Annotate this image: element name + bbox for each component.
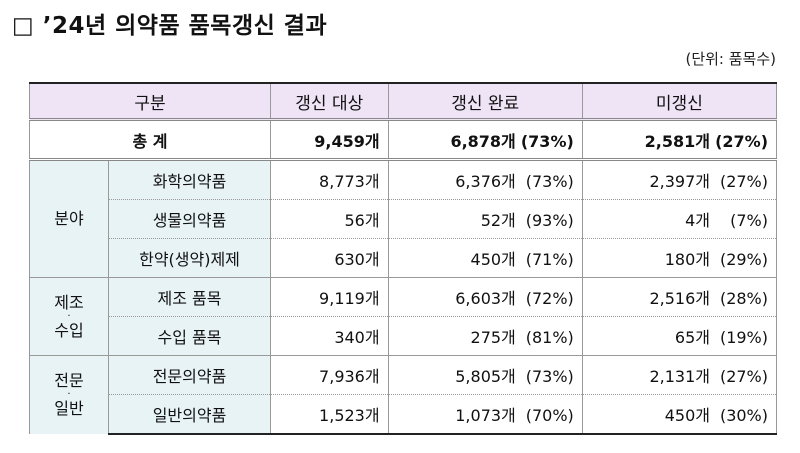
done-pct: (73%) — [525, 367, 574, 386]
not-pct: (29%) — [719, 250, 768, 269]
not-pct: (30%) — [719, 406, 768, 425]
table-row: 분야 화학의약품 8,773개 6,376개 (73%) 2,397개 (27%) — [29, 159, 778, 278]
not-pct: (27%) — [719, 172, 768, 191]
done-pct: (73%) — [525, 172, 574, 191]
row-label: 전문의약품 — [108, 355, 271, 395]
not-count: 2,131개 — [649, 367, 710, 386]
done-pct: (93%) — [525, 211, 574, 230]
not-pct: (27%) — [719, 367, 768, 386]
row-label: 제조 품목 — [108, 277, 271, 317]
row-label: 일반의약품 — [108, 394, 271, 435]
done-pct: (71%) — [525, 250, 574, 269]
header-category: 구분 — [29, 82, 271, 121]
header-target: 갱신 대상 — [270, 82, 389, 121]
done-pct: (70%) — [525, 406, 574, 425]
not-cell: 450개 (30%) — [581, 394, 778, 435]
row-label: 생물의약품 — [108, 199, 271, 239]
total-done-pct: (73%) — [520, 131, 574, 151]
header-row: 구분 갱신 대상 갱신 완료 미갱신 — [29, 82, 778, 121]
not-count: 2,397개 — [649, 172, 710, 191]
done-cell: 6,376개 (73%) — [387, 159, 583, 200]
not-pct: (7%) — [730, 211, 768, 230]
done-count: 275개 — [470, 328, 516, 347]
table-row: 한약(생약)제제 630개 450개 (71%) 180개 (29%) — [30, 238, 778, 278]
done-count: 6,376개 — [455, 172, 516, 191]
total-done: 6,878개 (73%) — [387, 119, 583, 161]
target-count: 56개 — [270, 199, 389, 239]
group-label-top: 전문 — [54, 371, 84, 390]
group-label-top: 제조 — [54, 292, 84, 312]
not-count: 2,516개 — [649, 289, 710, 308]
renewal-results-table: 구분 갱신 대상 갱신 완료 미갱신 총 계 9,459개 6,878개 (73%… — [29, 82, 778, 435]
table-row: 제조 · 수입 제조 품목 9,119개 6,603개 (72%) 2,516개 (28%… — [29, 277, 778, 356]
done-cell: 450개 (71%) — [387, 238, 583, 278]
total-not-count: 2,581개 — [644, 131, 710, 151]
not-count: 450개 — [664, 406, 710, 425]
group-label-bottom: 일반 — [54, 399, 84, 418]
total-not: 2,581개 (27%) — [581, 119, 778, 161]
done-cell: 52개 (93%) — [387, 199, 583, 239]
not-cell: 2,131개 (27%) — [581, 355, 778, 395]
not-count: 4개 — [685, 211, 710, 230]
group-label: 분야 — [29, 159, 109, 278]
middle-dot: · — [67, 389, 71, 400]
not-count: 180개 — [664, 250, 710, 269]
not-cell: 4개 (7%) — [581, 199, 778, 239]
table-row: 전문 · 일반 전문의약품 7,936개 5,805개 (73%) 2,131개 (27%… — [29, 355, 778, 434]
page-title: □ ’24년 의약품 품목갱신 결과 — [12, 13, 328, 39]
group-label: 전문 · 일반 — [29, 355, 109, 434]
done-cell: 5,805개 (73%) — [387, 355, 583, 395]
total-target: 9,459개 — [270, 119, 389, 161]
target-count: 340개 — [270, 316, 389, 356]
table-row: 수입 품목 340개 275개 (81%) 65개 (19%) — [30, 316, 778, 356]
header-done: 갱신 완료 — [387, 82, 583, 121]
group-label-top: 분야 — [54, 209, 84, 228]
done-cell: 6,603개 (72%) — [387, 277, 583, 317]
target-count: 7,936개 — [270, 355, 389, 395]
unit-note: (단위: 품목수) — [685, 50, 776, 68]
group-label: 제조 · 수입 — [29, 277, 109, 356]
target-count: 9,119개 — [270, 277, 389, 317]
done-pct: (81%) — [525, 328, 574, 347]
done-count: 1,073개 — [455, 406, 516, 425]
done-pct: (72%) — [525, 289, 574, 308]
total-row: 총 계 9,459개 6,878개 (73%) 2,581개 (27%) — [29, 119, 778, 161]
table-row: 생물의약품 56개 52개 (93%) 4개 (7%) — [30, 199, 778, 239]
not-pct: (19%) — [719, 328, 768, 347]
target-count: 8,773개 — [270, 159, 389, 200]
total-not-pct: (27%) — [715, 131, 768, 151]
not-cell: 180개 (29%) — [581, 238, 778, 278]
row-label: 한약(생약)제제 — [108, 238, 271, 278]
not-cell: 2,397개 (27%) — [581, 159, 778, 200]
done-count: 5,805개 — [455, 367, 516, 386]
done-count: 450개 — [470, 250, 516, 269]
group-label-bottom: 수입 — [54, 320, 84, 340]
table-row: 일반의약품 1,523개 1,073개 (70%) 450개 (30%) — [30, 394, 778, 435]
not-cell: 65개 (19%) — [581, 316, 778, 356]
target-count: 1,523개 — [270, 394, 389, 435]
not-pct: (28%) — [719, 289, 768, 308]
done-count: 6,603개 — [455, 289, 516, 308]
target-count: 630개 — [270, 238, 389, 278]
row-label: 화학의약품 — [108, 159, 271, 200]
middle-dot: · — [67, 310, 71, 322]
not-cell: 2,516개 (28%) — [581, 277, 778, 317]
done-cell: 1,073개 (70%) — [387, 394, 583, 435]
header-not-renewed: 미갱신 — [581, 82, 778, 121]
row-label: 수입 품목 — [108, 316, 271, 356]
total-done-count: 6,878개 — [450, 131, 516, 151]
total-label: 총 계 — [29, 119, 271, 161]
done-cell: 275개 (81%) — [387, 316, 583, 356]
done-count: 52개 — [480, 211, 516, 230]
not-count: 65개 — [674, 328, 710, 347]
